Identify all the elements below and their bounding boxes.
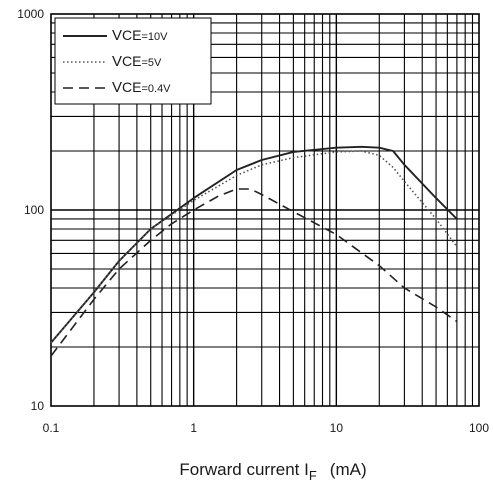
x-axis-label-subscript: F [309, 468, 317, 483]
series-line [50, 188, 458, 357]
x-tick-label: 100 [469, 421, 489, 435]
x-axis-label-text: Forward current I [179, 460, 308, 479]
legend-items: VCE=10V VCE=5V VCE=0.4V [63, 27, 171, 96]
legend: VCE=10V VCE=5V VCE=0.4V [54, 17, 212, 105]
legend-label: VCE=0.4V [112, 79, 171, 96]
y-tick-label: 1000 [17, 7, 44, 21]
x-tick-label: 10 [330, 421, 344, 435]
x-axis-label-unit: (mA) [330, 460, 367, 479]
y-tick-label: 100 [24, 203, 44, 217]
y-tick-label: 10 [31, 399, 45, 413]
legend-label: VCE=10V [112, 27, 168, 44]
series-layer [50, 145, 458, 357]
x-axis-label: Forward current IF (mA) [179, 460, 366, 483]
legend-box [54, 17, 212, 105]
tick-labels: 0.1 1 10 100 10 100 1000 [17, 7, 489, 435]
series-line [50, 150, 458, 344]
x-tick-label: 1 [190, 421, 197, 435]
plot-frame [50, 13, 480, 407]
x-tick-label: 0.1 [43, 421, 60, 435]
legend-label: VCE=5V [112, 53, 162, 70]
